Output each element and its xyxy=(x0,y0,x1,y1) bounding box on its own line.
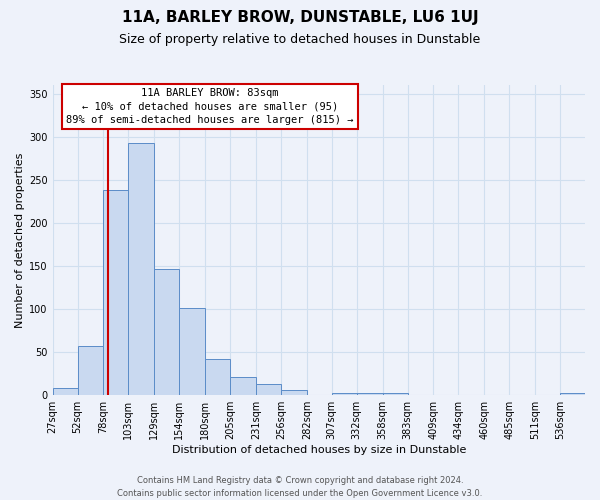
Text: 11A, BARLEY BROW, DUNSTABLE, LU6 1UJ: 11A, BARLEY BROW, DUNSTABLE, LU6 1UJ xyxy=(122,10,478,25)
Bar xyxy=(560,394,585,395)
Text: Contains HM Land Registry data © Crown copyright and database right 2024.
Contai: Contains HM Land Registry data © Crown c… xyxy=(118,476,482,498)
Bar xyxy=(383,394,407,395)
Bar xyxy=(53,388,77,395)
Bar xyxy=(77,346,103,395)
Y-axis label: Number of detached properties: Number of detached properties xyxy=(15,152,25,328)
Bar xyxy=(103,190,128,395)
Bar xyxy=(357,394,383,395)
Bar xyxy=(128,142,154,395)
Bar xyxy=(256,384,281,395)
Text: 11A BARLEY BROW: 83sqm
← 10% of detached houses are smaller (95)
89% of semi-det: 11A BARLEY BROW: 83sqm ← 10% of detached… xyxy=(66,88,353,124)
Bar xyxy=(205,359,230,395)
Bar xyxy=(281,390,307,395)
Bar xyxy=(154,270,179,395)
Bar xyxy=(230,377,256,395)
Bar xyxy=(179,308,205,395)
Bar xyxy=(332,392,357,395)
Text: Size of property relative to detached houses in Dunstable: Size of property relative to detached ho… xyxy=(119,32,481,46)
X-axis label: Distribution of detached houses by size in Dunstable: Distribution of detached houses by size … xyxy=(172,445,466,455)
